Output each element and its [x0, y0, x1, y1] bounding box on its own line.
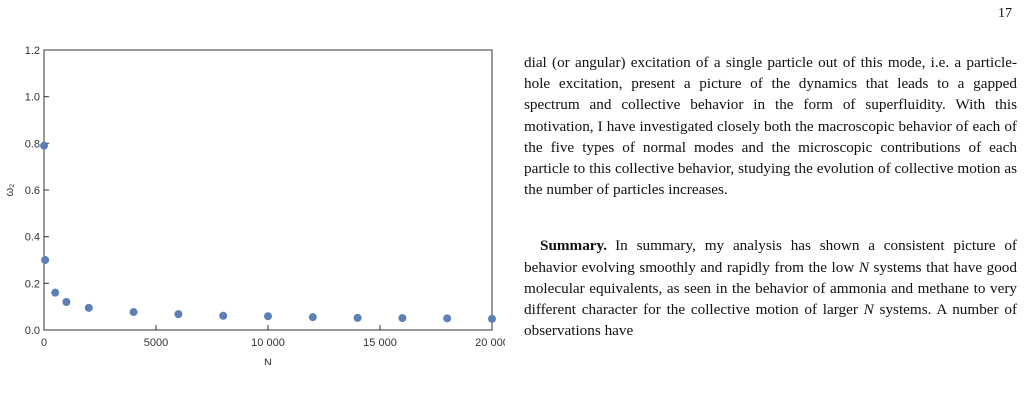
- data-point: [84, 303, 93, 312]
- y-tick-label: 0.0: [25, 325, 40, 337]
- summary-heading: Summary.: [540, 237, 608, 255]
- x-axis-label: N: [264, 357, 272, 365]
- y-axis-ticks: 0.0 0.2 0.4 0.6 0.8 1.0 1.2: [25, 45, 49, 337]
- paragraph-continued: dial (or angular) excitation of a single…: [524, 54, 1017, 199]
- summary-text: systems that have good molecular equival…: [524, 258, 1017, 319]
- data-point: [40, 141, 49, 150]
- y-tick-label: 0.2: [25, 278, 40, 290]
- x-tick-label: 5000: [144, 337, 168, 349]
- page-number: 17: [998, 6, 1012, 21]
- data-point: [308, 313, 317, 322]
- y-tick-label: 1.2: [25, 45, 40, 57]
- y-tick-label: 0.6: [25, 185, 40, 197]
- summary-text: In summary, my analysis has shown a cons…: [524, 237, 1017, 276]
- y-tick-label: 0.8: [25, 138, 40, 150]
- body-text-column: dial (or angular) excitation of a single…: [524, 52, 1017, 341]
- scatter-figure: 0.0 0.2 0.4 0.6 0.8 1.0 1.2 0 5000 10 000 15 000 2…: [0, 40, 505, 365]
- data-point: [219, 311, 228, 320]
- data-point: [51, 288, 60, 297]
- scatter-chart: 0.0 0.2 0.4 0.6 0.8 1.0 1.2 0 5000 10 000 15 000 2…: [4, 45, 505, 365]
- math-N: N: [863, 301, 874, 319]
- data-point: [62, 298, 71, 306]
- x-tick-label: 10 000: [251, 337, 285, 349]
- plot-frame: [43, 49, 493, 331]
- data-point: [353, 313, 362, 322]
- data-point: [264, 312, 272, 321]
- data-points: [40, 141, 496, 323]
- y-tick-label: 1.0: [25, 92, 40, 104]
- x-tick-label: 0: [41, 337, 47, 349]
- y-tick-label: 0.4: [25, 232, 40, 244]
- data-point: [443, 314, 452, 323]
- y-axis-label: ω₂: [4, 184, 16, 197]
- summary-paragraph: Summary. In summary, my analysis has show…: [524, 235, 1017, 341]
- summary-text: systems. A number of observations have: [524, 301, 1017, 340]
- x-axis-ticks: 0 5000 10 000 15 000 20 000: [41, 325, 505, 349]
- data-point: [174, 310, 183, 319]
- x-tick-label: 20 000: [475, 337, 505, 349]
- data-point: [488, 314, 496, 323]
- x-tick-label: 15 000: [363, 337, 397, 349]
- data-point: [398, 314, 407, 323]
- data-point: [41, 256, 50, 264]
- data-point: [129, 308, 138, 317]
- math-N: N: [858, 258, 869, 276]
